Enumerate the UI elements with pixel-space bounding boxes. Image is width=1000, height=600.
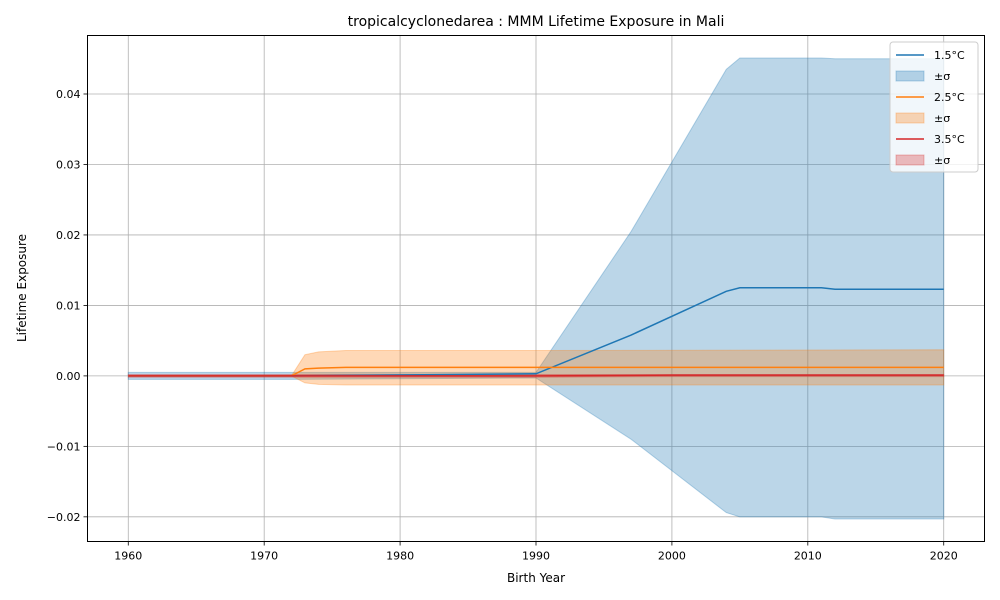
legend-label: 2.5°C (934, 91, 965, 104)
y-ticks: −0.02 −0.01 0.00 0.01 0.02 0.03 0.04 (47, 88, 88, 524)
x-ticks: 1960 1970 1980 1990 2000 2010 2020 (114, 541, 958, 563)
line-series-3 (128, 374, 944, 377)
chart-title: tropicalcyclonedarea : MMM Lifetime Expo… (348, 14, 725, 30)
y-axis-label: Lifetime Exposure (15, 234, 29, 342)
legend-band-swatch (895, 70, 925, 82)
x-tick-label: 2010 (794, 550, 822, 563)
x-tick-label: 1980 (386, 550, 414, 563)
legend-label: 1.5°C (934, 49, 965, 62)
y-tick-label: 0.03 (56, 158, 81, 171)
legend-label: ±σ (934, 112, 950, 125)
x-tick-label: 2000 (658, 550, 686, 563)
x-tick-label: 2020 (930, 550, 958, 563)
x-tick-label: 1990 (522, 550, 550, 563)
legend-label: ±σ (934, 154, 950, 167)
y-tick-label: 0.01 (56, 299, 81, 312)
legend-label: ±σ (934, 70, 950, 83)
band-series-1 (127, 57, 945, 520)
legend-band-swatch (895, 112, 925, 124)
y-tick-label: −0.01 (47, 440, 81, 453)
y-tick-label: 0.04 (56, 88, 81, 101)
legend-band-swatch (895, 154, 925, 166)
x-tick-label: 1970 (250, 550, 278, 563)
y-tick-label: 0.02 (56, 229, 81, 242)
x-axis-label: Birth Year (507, 571, 565, 585)
lines (128, 287, 944, 377)
legend: 1.5°C ±σ 2.5°C ±σ 3.5°C ±σ (889, 41, 979, 173)
legend-label: 3.5°C (934, 133, 965, 146)
x-tick-label: 1960 (114, 550, 142, 563)
y-tick-label: 0.00 (56, 370, 81, 383)
y-tick-label: −0.02 (47, 511, 81, 524)
